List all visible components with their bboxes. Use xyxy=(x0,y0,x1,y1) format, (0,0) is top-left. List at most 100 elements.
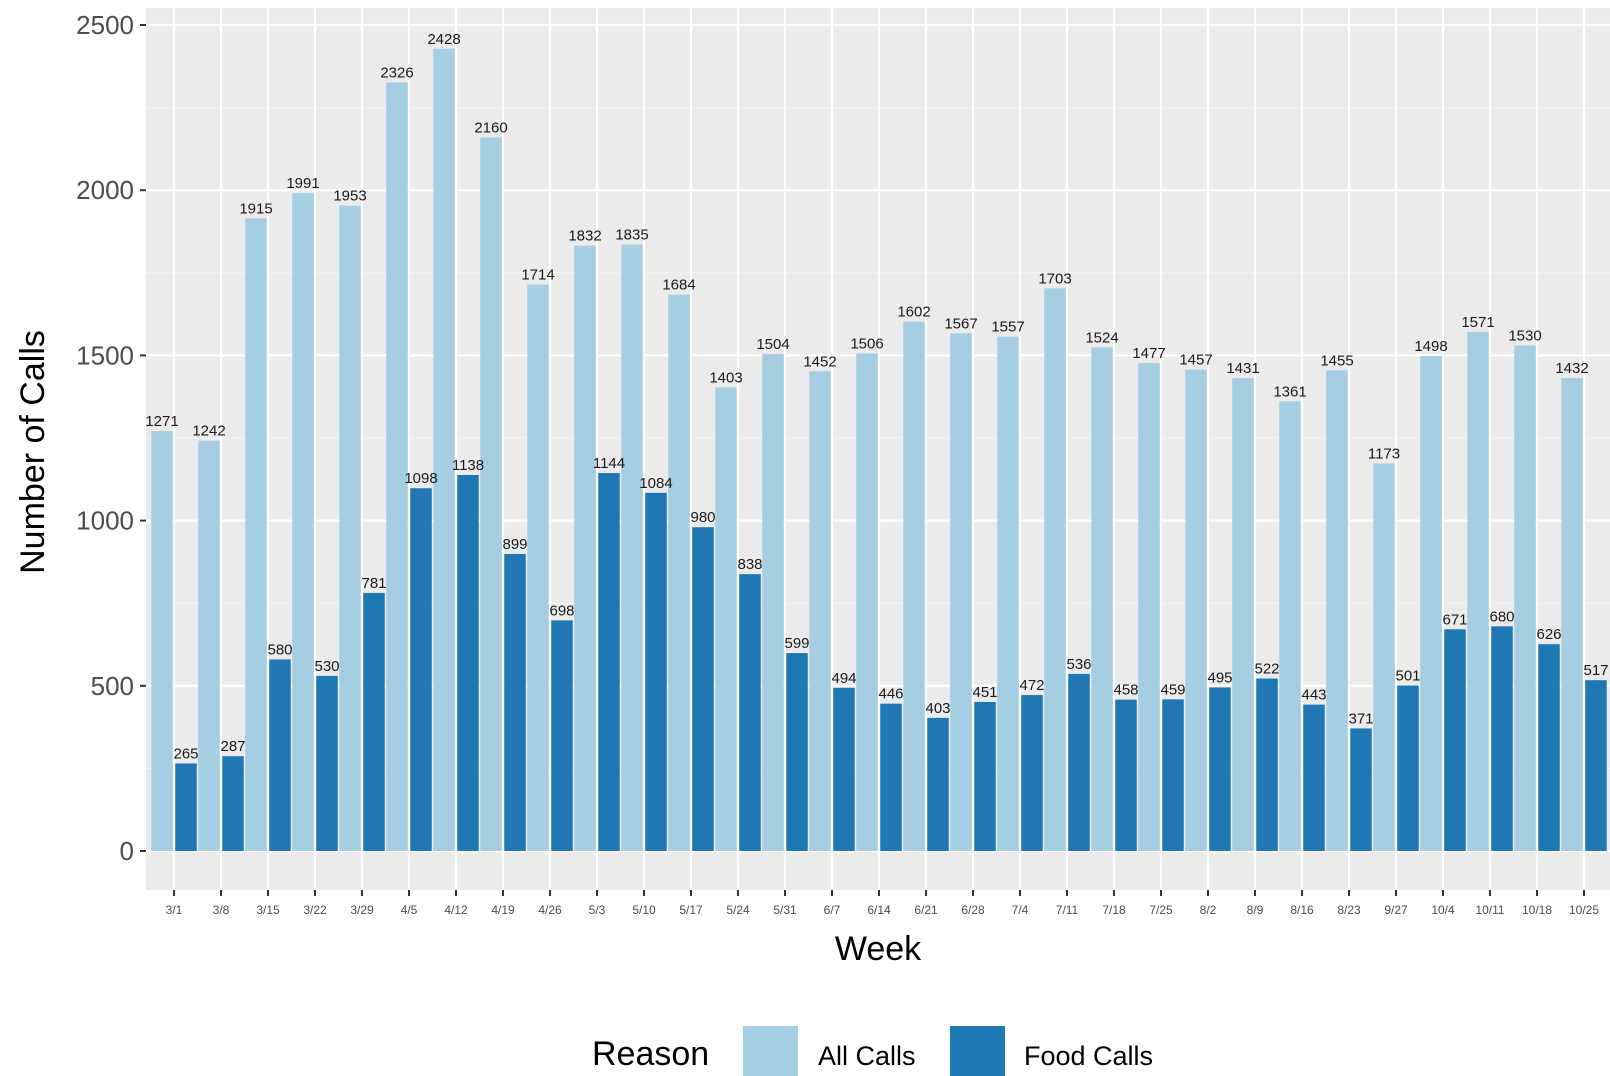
bar-food-calls xyxy=(363,592,385,851)
data-label-all-calls: 1915 xyxy=(239,200,272,217)
data-label-all-calls: 1524 xyxy=(1085,329,1118,346)
bar-food-calls xyxy=(269,659,291,851)
data-label-food-calls: 522 xyxy=(1254,661,1279,678)
data-label-all-calls: 1403 xyxy=(709,369,742,386)
x-tick-label: 6/7 xyxy=(824,903,841,917)
x-tick-label: 3/22 xyxy=(303,903,327,917)
data-label-all-calls: 1504 xyxy=(756,336,789,353)
x-tick-label: 8/9 xyxy=(1247,903,1264,917)
bar-all-calls xyxy=(527,284,549,851)
bar-food-calls xyxy=(974,701,996,851)
data-label-all-calls: 2428 xyxy=(427,31,460,48)
bar-food-calls xyxy=(457,475,479,851)
x-tick-label: 10/4 xyxy=(1431,903,1455,917)
data-label-food-calls: 494 xyxy=(831,670,856,687)
y-tick-label: 2000 xyxy=(76,175,134,205)
bar-food-calls xyxy=(1491,626,1513,851)
bar-all-calls xyxy=(950,333,972,852)
data-label-all-calls: 1953 xyxy=(333,188,366,205)
bar-food-calls xyxy=(880,703,902,851)
data-label-food-calls: 671 xyxy=(1442,611,1467,628)
bar-all-calls xyxy=(433,48,455,851)
bar-all-calls xyxy=(1326,370,1348,851)
x-tick-label: 7/18 xyxy=(1102,903,1126,917)
bars xyxy=(151,48,1607,852)
data-label-food-calls: 580 xyxy=(267,641,292,658)
bar-food-calls xyxy=(1115,699,1137,851)
data-label-food-calls: 599 xyxy=(784,635,809,652)
bar-all-calls xyxy=(198,440,220,851)
bar-all-calls xyxy=(1514,345,1536,851)
bar-food-calls xyxy=(1256,678,1278,851)
y-tick-label: 2500 xyxy=(76,10,134,40)
data-label-all-calls: 1455 xyxy=(1320,352,1353,369)
x-tick-label: 5/3 xyxy=(589,903,606,917)
data-label-food-calls: 899 xyxy=(502,536,527,553)
bar-all-calls xyxy=(292,193,314,852)
x-tick-label: 3/15 xyxy=(256,903,280,917)
bar-all-calls xyxy=(668,294,690,851)
data-label-all-calls: 1571 xyxy=(1461,314,1494,331)
data-label-food-calls: 472 xyxy=(1019,677,1044,694)
x-tick-label: 3/1 xyxy=(166,903,183,917)
data-label-all-calls: 1567 xyxy=(944,315,977,332)
data-label-food-calls: 403 xyxy=(925,700,950,717)
legend-title: Reason xyxy=(592,1035,709,1073)
x-tick-label: 4/19 xyxy=(491,903,515,917)
data-label-all-calls: 1684 xyxy=(662,277,695,294)
data-label-food-calls: 536 xyxy=(1066,656,1091,673)
y-axis: 0 500 1000 1500 2000 2500 xyxy=(76,10,146,866)
data-label-food-calls: 371 xyxy=(1348,710,1373,727)
x-tick-label: 6/14 xyxy=(867,903,891,917)
y-tick-label: 0 xyxy=(120,836,134,866)
data-label-all-calls: 2160 xyxy=(474,119,507,136)
data-label-food-calls: 1098 xyxy=(404,470,437,487)
bar-food-calls xyxy=(1538,644,1560,851)
x-tick-label: 5/17 xyxy=(679,903,703,917)
data-label-all-calls: 1477 xyxy=(1132,345,1165,362)
data-label-all-calls: 1557 xyxy=(991,319,1024,336)
data-label-food-calls: 838 xyxy=(737,556,762,573)
x-tick-label: 7/25 xyxy=(1149,903,1173,917)
bar-all-calls xyxy=(715,387,737,851)
data-label-food-calls: 459 xyxy=(1160,681,1185,698)
data-label-all-calls: 1832 xyxy=(568,228,601,245)
x-tick-label: 5/31 xyxy=(773,903,797,917)
x-tick-label: 7/4 xyxy=(1012,903,1029,917)
x-tick-label: 8/2 xyxy=(1200,903,1217,917)
bar-food-calls xyxy=(1021,695,1043,851)
bar-all-calls xyxy=(339,205,361,851)
bar-food-calls xyxy=(410,488,432,851)
legend-swatch-food-calls xyxy=(950,1026,1005,1076)
bar-food-calls xyxy=(175,763,197,851)
x-tick-label: 6/21 xyxy=(914,903,938,917)
bar-all-calls xyxy=(1420,356,1442,851)
bar-food-calls xyxy=(645,492,667,851)
bar-all-calls xyxy=(903,321,925,851)
data-label-all-calls: 1432 xyxy=(1555,360,1588,377)
bar-all-calls xyxy=(1561,377,1583,851)
bar-all-calls xyxy=(856,353,878,851)
x-tick-label: 8/16 xyxy=(1290,903,1314,917)
legend: Reason All Calls Food Calls xyxy=(592,1026,1153,1076)
data-label-all-calls: 1498 xyxy=(1414,338,1447,355)
bar-all-calls xyxy=(809,371,831,851)
bar-all-calls xyxy=(1467,331,1489,851)
bar-food-calls xyxy=(551,620,573,851)
x-tick-label: 3/8 xyxy=(213,903,230,917)
bar-food-calls xyxy=(1068,673,1090,851)
data-label-food-calls: 1084 xyxy=(639,475,672,492)
x-tick-label: 9/27 xyxy=(1384,903,1408,917)
bar-all-calls xyxy=(1373,463,1395,851)
y-axis-title: Number of Calls xyxy=(14,330,52,574)
bar-food-calls xyxy=(739,574,761,851)
bar-food-calls xyxy=(316,675,338,851)
legend-swatch-all-calls xyxy=(743,1026,798,1076)
bar-all-calls xyxy=(1091,347,1113,851)
legend-label-food-calls: Food Calls xyxy=(1024,1041,1153,1071)
y-tick-label: 1500 xyxy=(76,340,134,370)
data-label-all-calls: 1457 xyxy=(1179,352,1212,369)
bar-food-calls xyxy=(927,717,949,851)
data-label-all-calls: 1271 xyxy=(145,413,178,430)
